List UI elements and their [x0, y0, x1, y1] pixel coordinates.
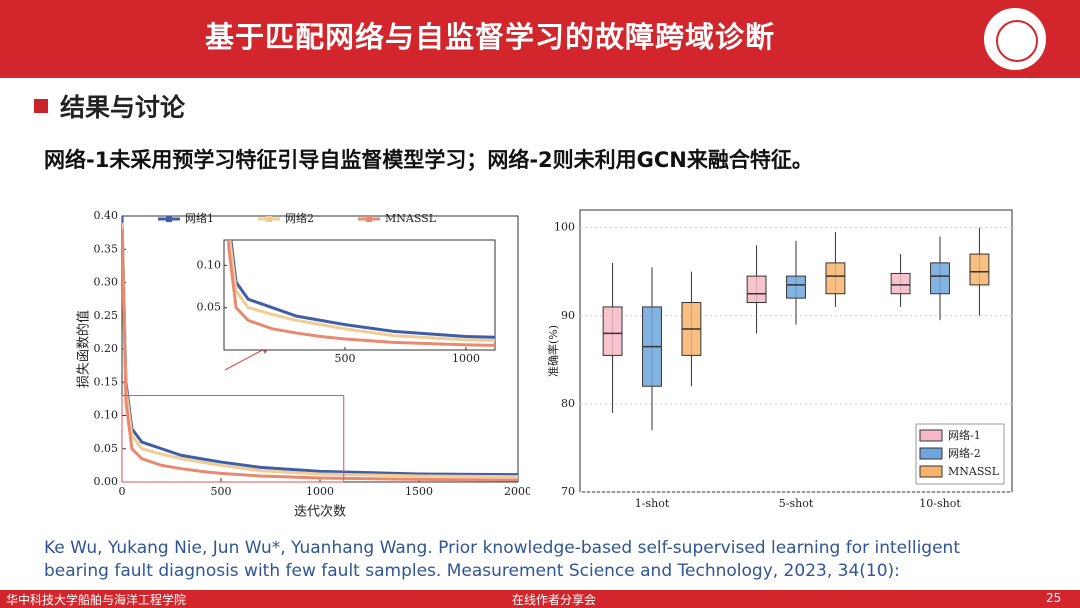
legend-label: 网络-2: [948, 446, 981, 460]
legend-marker: [266, 216, 272, 222]
box: [746, 275, 767, 304]
y-axis-label: 损失函数的值: [76, 310, 92, 388]
x-axis-label: 迭代次数: [294, 504, 346, 520]
y-tick-label: 80: [561, 397, 575, 410]
y-tick-label: 90: [561, 309, 575, 322]
box: [786, 275, 806, 299]
inset-y-tick-label: 0.05: [197, 301, 222, 314]
inset-x-tick-label: 500: [334, 352, 355, 365]
x-tick-label: 1000: [306, 485, 334, 498]
x-tick-label: 5-shot: [779, 497, 814, 510]
y-tick-label: 0.30: [94, 276, 119, 289]
footer-bar: 华中科技大学船舶与海洋工程学院 在线作者分享会 25: [0, 590, 1080, 608]
legend-marker: [166, 216, 172, 222]
box: [602, 306, 623, 356]
y-tick-label: 0.05: [94, 442, 119, 455]
x-tick-label: 1-shot: [635, 497, 670, 510]
legend-swatch: [919, 447, 943, 460]
legend-swatch: [919, 429, 943, 442]
slide-title: 基于匹配网络与自监督学习的故障跨域诊断: [204, 20, 775, 54]
accuracy-chart: 70 80 90 100 准确率(%) 1-shot 5-shot 10-shot 网络-1 网络…: [546, 209, 1013, 510]
y-tick-label: 0.10: [94, 409, 119, 422]
legend-label: MNASSL: [385, 212, 437, 225]
y-tick-label: 70: [561, 485, 575, 498]
inset-frame: [223, 239, 496, 351]
legend-label: 网络2: [285, 211, 314, 225]
box: [969, 253, 990, 286]
loss-line: [228, 240, 495, 342]
x-tick-label: 2000: [504, 485, 530, 498]
citation-line: bearing fault diagnosis with few fault s…: [44, 561, 900, 581]
y-tick-label: 0.20: [94, 342, 119, 355]
x-tick-label: 10-shot: [919, 497, 961, 510]
subtitle: 网络-1未采用预学习特征引导自监督模型学习；网络-2则未利用GCN来融合特征。: [44, 148, 813, 172]
y-tick-label: 0.35: [94, 242, 119, 255]
loss-line: [122, 229, 518, 482]
footer-center: 在线作者分享会: [512, 593, 597, 607]
x-tick-label: 0: [119, 485, 126, 498]
y-tick-label: 0.25: [94, 309, 119, 322]
header-bar: 基于匹配网络与自监督学习的故障跨域诊断: [0, 0, 1080, 78]
university-logo: [982, 6, 1048, 72]
legend-label: 网络-1: [948, 428, 981, 442]
loss-line: [227, 240, 495, 347]
box: [825, 262, 846, 295]
y-tick-label: 0.40: [94, 209, 119, 222]
box: [890, 272, 911, 295]
y-tick-label: 100: [554, 221, 575, 234]
box: [930, 262, 950, 295]
zoom-region: [121, 395, 345, 483]
y-axis-label: 准确率(%): [546, 325, 560, 377]
inset-y-tick-label: 0.10: [197, 258, 222, 271]
x-tick-label: 1500: [405, 485, 433, 498]
citation-line: Ke Wu, Yukang Nie, Jun Wu*, Yuanhang Wan…: [44, 538, 960, 558]
inset-lines: [227, 240, 495, 347]
footer-left: 华中科技大学船舶与海洋工程学院: [6, 593, 187, 607]
lines: [122, 216, 518, 482]
inset-x-tick-label: 1000: [452, 352, 480, 365]
loss-line: [122, 222, 518, 479]
legend-swatch: [919, 465, 943, 478]
legend-label: MNASSL: [948, 465, 1000, 478]
page-number: 25: [1046, 591, 1062, 605]
legend-label: 网络1: [185, 211, 214, 225]
x-tick-label: 500: [211, 485, 232, 498]
y-tick-label: 0.00: [94, 475, 119, 488]
y-tick-label: 0.15: [94, 375, 119, 388]
legend-marker: [366, 216, 372, 222]
loss-chart: 0.00 0.05 0.10 0.15 0.20 0.25 0.30 0.35 0.40 0 500…: [76, 209, 531, 520]
section-heading: 结果与讨论: [34, 88, 185, 124]
